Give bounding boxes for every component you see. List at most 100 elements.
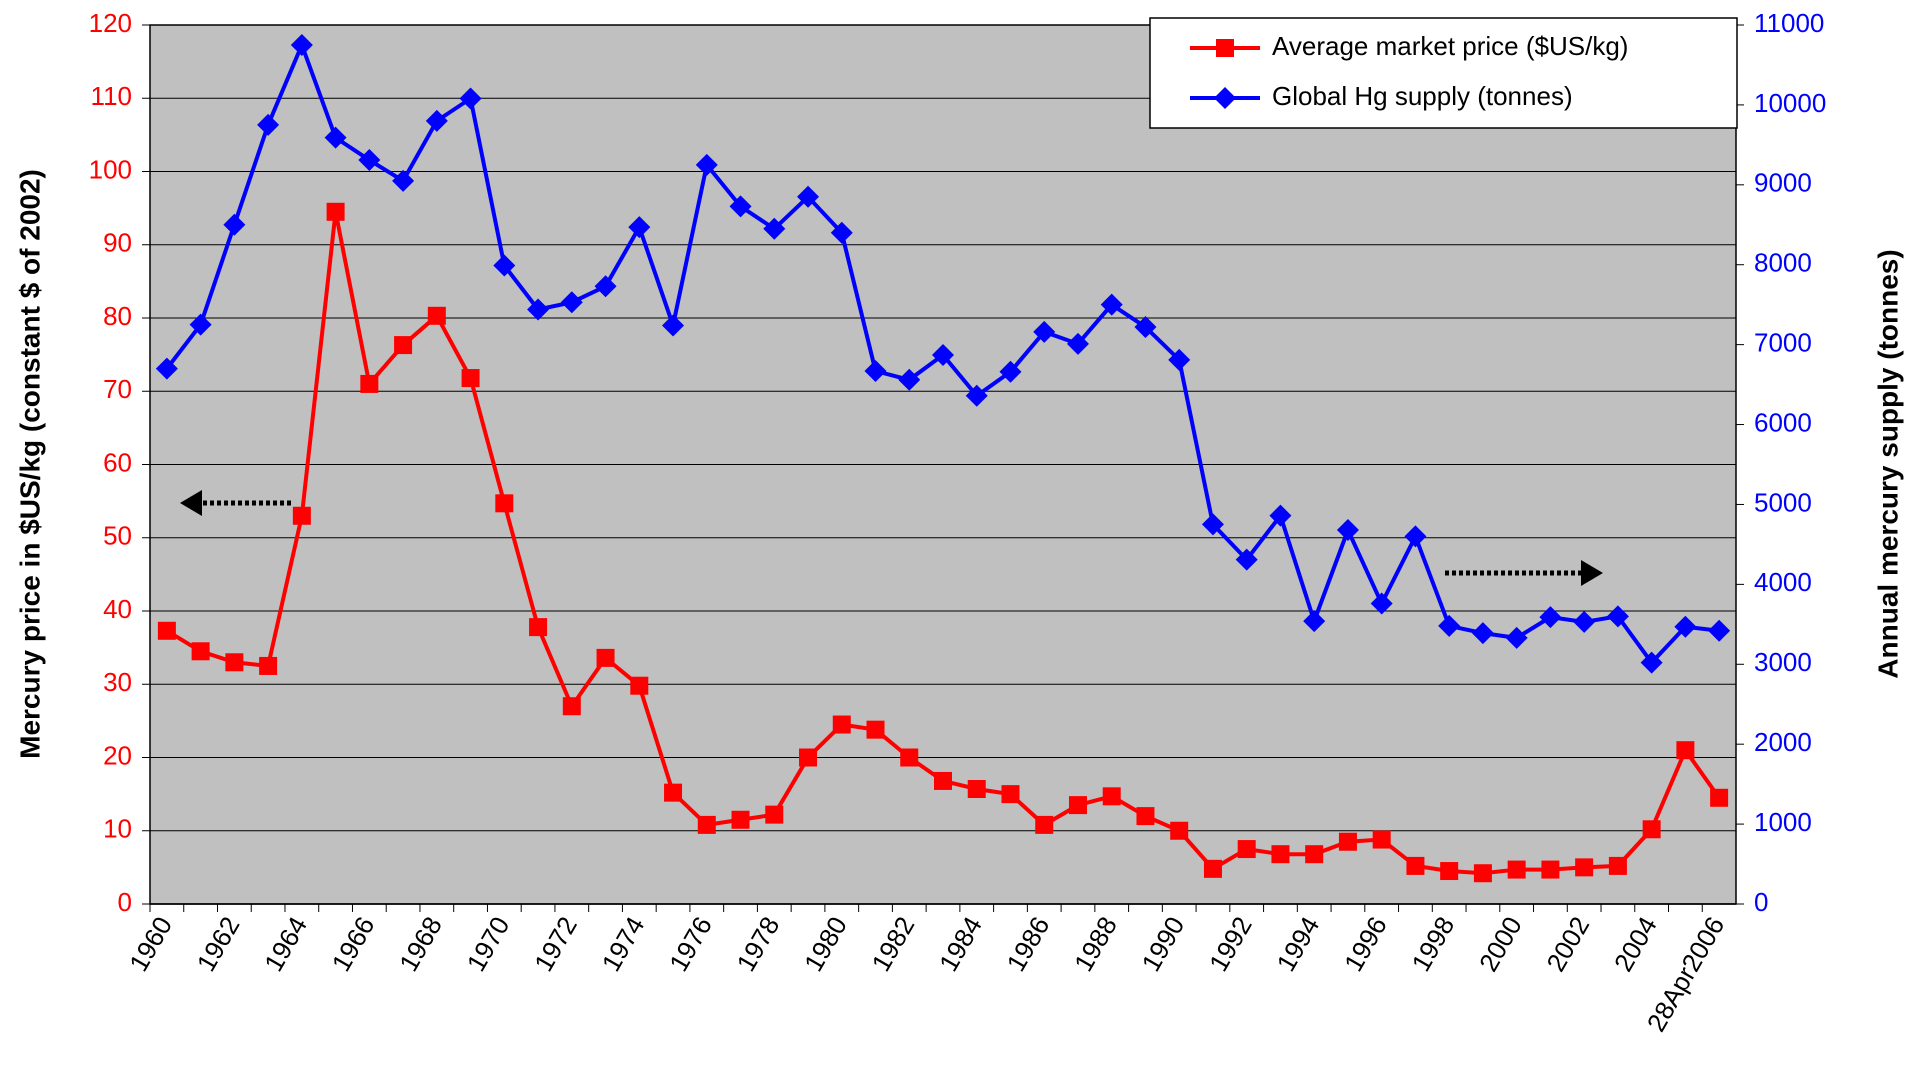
marker (799, 748, 818, 767)
marker (1539, 606, 1562, 629)
marker (1269, 504, 1292, 527)
y2-tick-label: 7000 (1754, 328, 1812, 358)
x-tick-label: 1990 (1135, 911, 1190, 976)
marker (864, 360, 887, 383)
x-tick-label: 1964 (258, 911, 313, 976)
y-tick-label: 80 (103, 301, 132, 331)
marker (560, 291, 583, 314)
marker (1303, 610, 1326, 633)
marker (1473, 864, 1492, 883)
x-tick-label: 1984 (933, 911, 988, 976)
marker (1370, 592, 1393, 615)
y-tick-label: 50 (103, 521, 132, 551)
y-tick-label: 30 (103, 667, 132, 697)
marker (527, 298, 550, 321)
marker (1575, 858, 1594, 877)
marker (967, 779, 986, 798)
marker (1676, 741, 1695, 760)
marker (763, 217, 786, 240)
marker (427, 306, 446, 325)
marker (1216, 39, 1234, 57)
marker (529, 618, 548, 637)
y2-tick-label: 2000 (1754, 727, 1812, 757)
marker (630, 676, 649, 695)
y2-tick-label: 6000 (1754, 407, 1812, 437)
marker (999, 360, 1022, 383)
marker (1338, 832, 1357, 851)
x-tick-label: 1968 (393, 911, 448, 976)
y2-tick-label: 4000 (1754, 567, 1812, 597)
y-tick-label: 90 (103, 228, 132, 258)
marker (1642, 820, 1661, 839)
marker (326, 202, 345, 221)
marker (797, 185, 820, 208)
marker (1235, 548, 1258, 571)
x-tick-label: 1980 (798, 911, 853, 976)
marker (695, 153, 718, 176)
marker (866, 720, 885, 739)
y-tick-label: 110 (91, 81, 132, 111)
marker (1710, 788, 1729, 807)
x-tick-label: 1992 (1203, 911, 1258, 976)
marker (664, 783, 683, 802)
marker (1203, 859, 1222, 878)
y2-tick-label: 1000 (1754, 807, 1812, 837)
marker (1541, 860, 1560, 879)
x-tick-label: 1962 (191, 911, 246, 976)
marker (965, 384, 988, 407)
marker (1066, 332, 1089, 355)
marker (290, 33, 313, 56)
y2-tick-label: 5000 (1754, 487, 1812, 517)
marker (596, 648, 615, 667)
legend-label: Global Hg supply (tonnes) (1272, 81, 1573, 111)
marker (392, 169, 415, 192)
marker (1640, 651, 1663, 674)
marker (932, 344, 954, 367)
y-axis-title: Mercury price in $US/kg (constant $ of 2… (14, 169, 45, 759)
marker (360, 374, 379, 393)
x-tick-label: 1960 (123, 911, 178, 976)
x-tick-label: 1994 (1270, 911, 1325, 976)
x-tick-label: 1996 (1338, 911, 1393, 976)
marker (898, 368, 921, 391)
marker (1573, 610, 1596, 633)
marker (697, 815, 716, 834)
x-tick-label: 2004 (1608, 911, 1663, 976)
marker (259, 656, 278, 675)
y2-tick-label: 9000 (1754, 168, 1812, 198)
marker (461, 369, 480, 388)
marker (594, 275, 617, 298)
marker (1068, 796, 1087, 815)
marker (459, 87, 482, 110)
y-tick-label: 60 (103, 447, 132, 477)
marker (1674, 615, 1697, 638)
marker (223, 213, 246, 236)
marker (830, 221, 853, 244)
legend-label: Average market price ($US/kg) (1272, 31, 1628, 61)
marker (1471, 622, 1494, 645)
y-tick-label: 0 (118, 887, 132, 917)
x-tick-label: 1978 (731, 911, 786, 976)
marker (1201, 513, 1224, 536)
marker (1305, 845, 1324, 864)
y-tick-label: 70 (103, 374, 132, 404)
x-tick-label: 1972 (528, 911, 583, 976)
marker (1100, 293, 1123, 316)
marker (1336, 519, 1359, 542)
x-tick-label: 1986 (1000, 911, 1055, 976)
x-tick-label: 1974 (596, 911, 651, 976)
x-tick-label: 1970 (461, 911, 516, 976)
marker (324, 126, 347, 149)
marker (1404, 525, 1427, 548)
marker (1406, 856, 1425, 875)
marker (157, 621, 176, 640)
marker (1035, 815, 1054, 834)
x-tick-label: 1988 (1068, 911, 1123, 976)
marker (1102, 787, 1121, 806)
marker (662, 314, 685, 337)
x-tick-label: 1982 (866, 911, 921, 976)
marker (1170, 821, 1189, 840)
y-tick-label: 10 (103, 814, 132, 844)
marker (189, 313, 212, 336)
marker (257, 113, 280, 136)
